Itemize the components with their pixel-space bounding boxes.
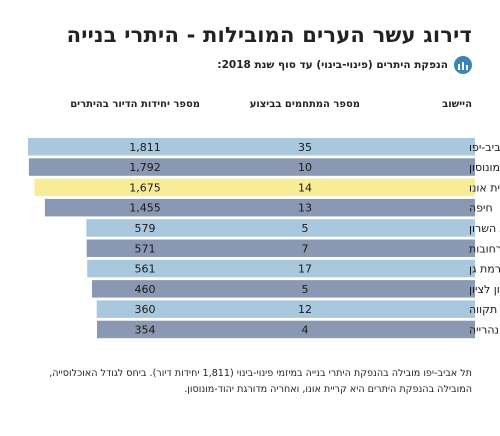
footnote-line-1: תל אביב-יפו מובילה בהנפקת היתרי בנייה במ… xyxy=(49,368,472,379)
projects-value: 5 xyxy=(302,283,309,296)
projects-value: 5 xyxy=(302,222,309,235)
city-label: קריית אונו xyxy=(469,181,500,194)
column-header-units: מספר יחידות הדיור בהיתרים xyxy=(70,99,200,110)
city-label: רמת השרון xyxy=(469,222,500,235)
bar-5 xyxy=(86,239,476,257)
units-value: 1,811 xyxy=(129,141,161,154)
units-value: 1,675 xyxy=(129,181,161,194)
units-value: 354 xyxy=(135,323,156,336)
projects-value: 13 xyxy=(298,202,312,215)
bar-8 xyxy=(96,300,475,318)
units-value: 1,792 xyxy=(129,161,161,174)
units-value: 1,455 xyxy=(129,202,161,215)
column-header-city: היישוב xyxy=(442,99,472,110)
projects-value: 17 xyxy=(298,263,312,276)
projects-value: 10 xyxy=(298,161,312,174)
city-label: יהוד-מונוסון xyxy=(469,161,500,174)
units-value: 460 xyxy=(135,283,156,296)
city-label: רחובות xyxy=(469,242,500,255)
city-label: חיפה xyxy=(469,202,493,215)
bar-3 xyxy=(44,198,475,217)
bar-9 xyxy=(97,320,475,339)
city-label: ראשון לציון xyxy=(469,283,500,296)
bar-0 xyxy=(28,138,475,156)
units-value: 571 xyxy=(135,242,156,255)
city-label: תל אביב-יפו xyxy=(469,141,500,154)
city-label: נהרייה xyxy=(469,323,499,336)
units-value: 579 xyxy=(135,222,156,235)
city-label: פתח תקווה xyxy=(469,303,500,316)
footnote-line-2: המובילה בהנפקת היתרים היא קריית אונו, וא… xyxy=(184,384,472,395)
subtitle-row: הנפקת היתרים (פינוי-בינוי) עד סוף שנת 20… xyxy=(217,56,472,74)
bar-7 xyxy=(91,280,475,298)
column-header-projects: מספר המתחמים בביצוע xyxy=(249,99,360,110)
projects-value: 12 xyxy=(298,303,312,316)
page-title: דירוג עשר הערים המובילות - היתרי בנייה xyxy=(66,23,472,47)
bar-chart-icon xyxy=(454,56,472,74)
footnote: תל אביב-יפו מובילה בהנפקת היתרי בנייה במ… xyxy=(26,366,472,398)
projects-value: 35 xyxy=(298,141,312,154)
projects-value: 7 xyxy=(302,242,309,255)
bar-4 xyxy=(86,219,475,237)
bar-2 xyxy=(34,178,475,197)
projects-value: 14 xyxy=(298,181,312,194)
projects-value: 4 xyxy=(302,323,309,336)
units-value: 360 xyxy=(135,303,156,316)
units-value: 561 xyxy=(135,263,156,276)
subtitle: הנפקת היתרים (פינוי-בינוי) עד סוף שנת 20… xyxy=(217,59,448,71)
bar-1 xyxy=(28,158,476,176)
city-label: רמת גן xyxy=(469,263,500,276)
bar-6 xyxy=(87,259,475,278)
